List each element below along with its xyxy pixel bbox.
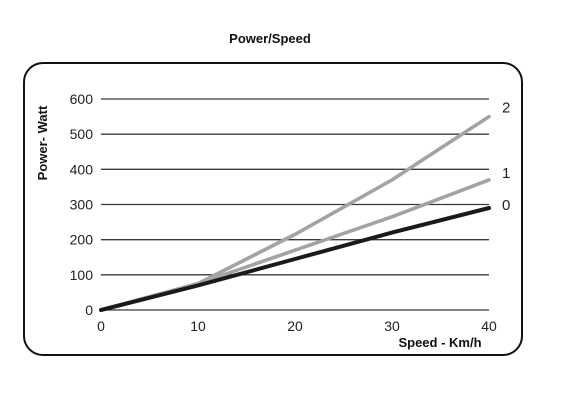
series-label-2: 2 (502, 100, 510, 117)
x-tick-label: 20 (287, 318, 303, 334)
x-axis-label: Speed - Km/h (398, 335, 481, 350)
chart-title: Power/Speed (229, 31, 311, 46)
series-line-2 (99, 114, 491, 312)
y-axis-label: Power- Watt (35, 105, 50, 180)
series-line-1 (99, 178, 491, 312)
series-labels: 2 1 0 (502, 100, 510, 214)
series-lines (99, 114, 491, 312)
y-tick-labels: 0 100 200 300 400 500 600 (70, 91, 94, 318)
series-line-0 (99, 206, 491, 312)
y-tick-label: 300 (70, 197, 94, 213)
x-tick-label: 10 (190, 318, 206, 334)
series-label-1: 1 (502, 165, 510, 182)
y-tick-label: 400 (70, 161, 94, 177)
chart-frame (23, 62, 523, 356)
y-tick-label: 600 (70, 91, 94, 107)
x-tick-label: 30 (384, 318, 400, 334)
grid-lines (101, 98, 489, 311)
x-tick-label: 0 (97, 318, 105, 334)
y-tick-label: 0 (85, 302, 93, 318)
x-tick-label: 40 (481, 318, 497, 334)
y-tick-label: 500 (70, 126, 94, 142)
y-tick-label: 200 (70, 232, 94, 248)
y-tick-label: 100 (70, 267, 94, 283)
series-label-0: 0 (502, 197, 510, 214)
x-tick-labels: 0 10 20 30 40 (97, 318, 497, 334)
